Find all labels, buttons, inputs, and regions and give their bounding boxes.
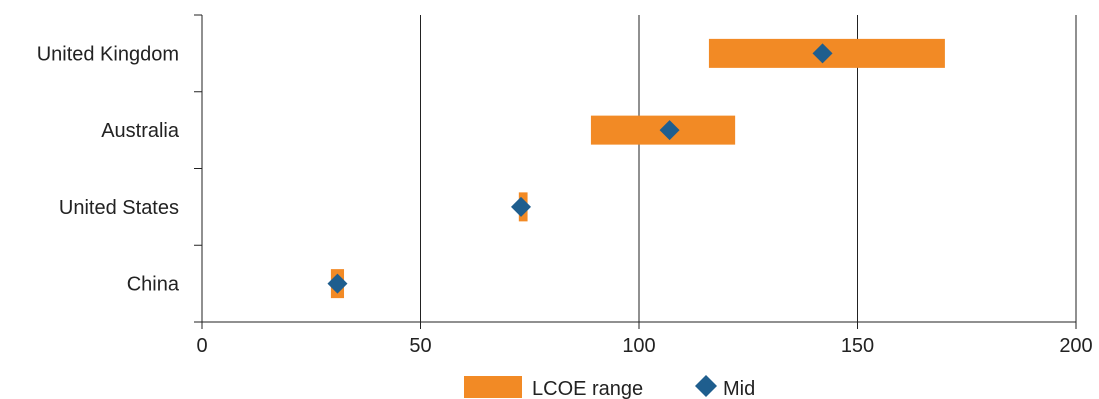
category-label: United Kingdom xyxy=(37,43,179,65)
range-bars xyxy=(330,38,945,299)
legend-marker-mid xyxy=(695,375,717,397)
mid-marker xyxy=(659,120,680,141)
mid-marker xyxy=(327,273,348,294)
axes xyxy=(194,14,1077,329)
legend-label-lcoe-range: LCOE range xyxy=(532,378,643,399)
category-label: Australia xyxy=(101,120,180,142)
x-tick-label: 150 xyxy=(841,335,874,357)
x-tick-label: 0 xyxy=(196,335,207,357)
category-label: China xyxy=(127,274,180,296)
x-tick-label: 200 xyxy=(1059,335,1092,357)
mid-marker xyxy=(511,196,532,217)
legend-swatch-lcoe-range xyxy=(464,376,522,398)
x-tick-label: 50 xyxy=(409,335,431,357)
category-label: United States xyxy=(59,197,179,219)
x-tick-label: 100 xyxy=(622,335,655,357)
labels: 0 50 100 150 200 United Kingdom Australia Unite… xyxy=(37,43,1093,357)
mid-markers xyxy=(327,43,833,294)
legend-label-mid: Mid xyxy=(723,378,755,399)
legend: LCOE range Mid xyxy=(464,375,755,399)
mid-marker xyxy=(812,43,833,64)
